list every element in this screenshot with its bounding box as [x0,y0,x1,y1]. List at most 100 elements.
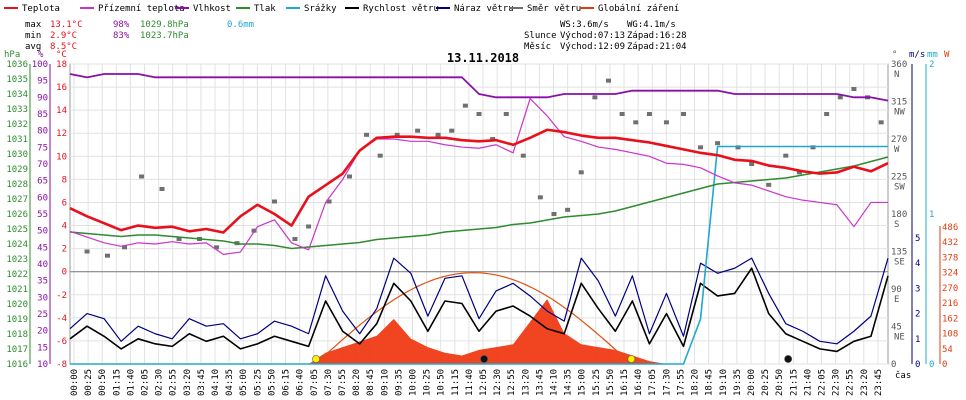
chart-title: 13.11.2018 [447,51,519,65]
axis-tick-time: 04:35 [225,369,235,396]
stat-min-hum: 83% [113,31,130,41]
wind-direction-point [159,187,165,191]
axis-tick-dir: 45 [891,323,902,333]
wind-direction-point [435,132,441,137]
axis-tick-time: 06:15 [282,369,292,396]
axis-tick-pct: 40 [37,260,48,270]
axis-tick-time: 05:00 [239,369,249,396]
sunrise-marker [312,355,320,363]
axis-tick-dir-name: NE [894,333,905,343]
axis-tick-time: 09:10 [380,369,390,396]
axis-tick-time: 11:40 [465,369,475,396]
axis-tick-mm: 1 [929,210,934,220]
axis-tick-w: 0 [942,360,947,370]
temperature-line [69,128,889,234]
legend-item: Směr větru [527,4,581,14]
axis-tick-time: 03:45 [197,369,207,396]
axis-tick-pct: 30 [37,293,48,303]
wind-direction-point [646,112,652,116]
wind-direction-point [326,199,332,204]
legend-item: Srážky [304,4,337,14]
axis-tick-temp: 6 [62,198,67,208]
axis-tick-ms: 0 [915,360,920,370]
radiation-area [70,299,888,364]
axis-tick-dir: 0 [891,360,896,370]
wind-direction-point [851,87,857,91]
axis-tick-time: 12:55 [507,369,517,396]
axis-tick-time: 08:20 [352,369,362,396]
stat-min-press: 1023.7hPa [140,31,189,41]
axis-tick-time: 01:40 [126,369,136,396]
axis-tick-pct: 80 [37,127,48,137]
axis-tick-time: 14:35 [564,369,574,396]
axis-unit-hpa: hPa [4,50,20,60]
axis-unit-mm: mm [927,50,938,60]
axis-tick-time: 10:50 [437,369,447,396]
axis-unit-ms: m/s [909,50,925,60]
axis-tick-w: 216 [942,299,958,309]
moonset-marker [784,355,793,363]
wind-direction-point [551,212,557,216]
moonset-time: Západ:21:04 [627,42,687,52]
axis-tick-pct: 100 [32,60,48,70]
sun-label: Slunce [524,31,557,41]
stat-min-temp: 2.9°C [50,31,77,41]
wind-direction-point [503,112,509,116]
wind-direction-point [490,137,496,141]
axis-tick-time: 10:00 [408,369,418,396]
axis-tick-time: 08:45 [366,369,376,396]
axis-tick-hpa: 1029 [6,165,28,175]
axis-tick-dir-name: W [894,145,900,155]
axis-tick-w: 54 [942,345,953,355]
axis-tick-w: 270 [942,284,958,294]
wind-direction-point [565,207,571,212]
axis-tick-time: 15:25 [592,369,602,396]
axis-tick-time: 22:05 [817,369,827,396]
axis-tick-time: 20:25 [761,369,771,396]
axis-tick-pct: 85 [37,110,48,120]
axis-tick-time: 15:50 [606,369,616,396]
rain-line [70,145,888,365]
axis-tick-dir: 180 [891,210,907,220]
stat-max-label: max [25,20,42,30]
axis-tick-hpa: 1017 [6,345,28,355]
wind-direction-point [346,174,352,179]
axis-tick-hpa: 1020 [6,300,28,310]
axis-tick-time: 02:05 [141,369,151,396]
axis-tick-time: 05:50 [267,369,277,396]
axis-time-label: čas [895,370,911,381]
axis-tick-ms: 4 [915,259,920,269]
wind-speed-line [69,267,889,353]
axis-tick-time: 03:20 [183,369,193,396]
wind-direction-point [837,95,843,100]
axis-tick-hpa: 1034 [6,90,28,100]
wind-direction-point [766,182,772,187]
axis-tick-temp: 12 [56,129,67,139]
axis-tick-pct: 95 [37,77,48,87]
axis-tick-time: 18:45 [705,369,715,396]
axis-tick-time: 00:00 [70,369,80,396]
axis-unit-pct: % [38,50,44,60]
axis-tick-pct: 20 [37,327,48,337]
axis-tick-hpa: 1030 [6,150,28,160]
wind-direction-point [749,162,755,166]
wind-direction-point [394,132,400,137]
axis-tick-time: 19:10 [719,369,729,396]
axis-tick-time: 12:30 [493,369,503,396]
axis-tick-temp: 8 [62,175,67,185]
wind-direction-point [520,153,526,158]
axis-tick-time: 17:55 [676,369,686,396]
axis-tick-pct: 60 [37,193,48,203]
axis-tick-time: 21:15 [789,369,799,396]
axis-tick-temp: 2 [62,245,67,255]
axis-tick-hpa: 1022 [6,270,28,280]
wind-speed-stat: WS:3.6m/s [560,20,609,30]
wind-direction-point [84,249,90,254]
legend-item: Náraz větru [454,4,514,14]
wind-direction-point [824,112,830,116]
axis-tick-time: 07:05 [310,369,320,396]
axis-tick-w: 162 [942,314,958,324]
axis-tick-dir: 225 [891,173,907,183]
axis-tick-hpa: 1026 [6,210,28,220]
